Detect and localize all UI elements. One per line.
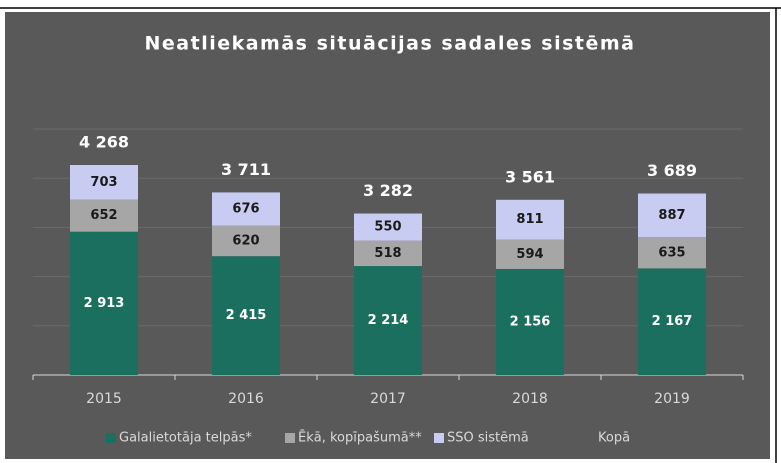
- value-label: 2 415: [226, 308, 267, 323]
- bar-segment: [638, 237, 706, 269]
- x-tick-label: 2016: [228, 391, 264, 407]
- legend-swatch: [434, 433, 444, 443]
- x-tick-label: 2017: [370, 391, 406, 407]
- x-tick-label: 2019: [654, 391, 690, 407]
- x-tick-label: 2015: [86, 391, 122, 407]
- value-label: 2 156: [510, 314, 551, 329]
- total-label: 4 268: [79, 133, 129, 152]
- value-label: 635: [658, 245, 685, 260]
- legend-label: Ēkā, kopīpašumā**: [298, 431, 422, 446]
- value-label: 887: [658, 208, 685, 223]
- value-label: 2 167: [652, 314, 693, 329]
- bar-segment: [212, 225, 280, 257]
- bar-segment: [354, 266, 422, 375]
- legend-swatch: [285, 433, 295, 443]
- value-label: 620: [232, 233, 259, 248]
- total-label: 3 711: [221, 160, 271, 179]
- value-label: 2 214: [368, 313, 409, 328]
- value-label: 518: [374, 246, 401, 261]
- bar-segment: [638, 193, 706, 238]
- bar-segment: [70, 231, 138, 375]
- total-label: 3 689: [647, 161, 697, 180]
- value-label: 652: [90, 208, 117, 223]
- value-label: 550: [374, 220, 401, 235]
- bar-segment: [212, 192, 280, 226]
- bar-segment: [354, 213, 422, 241]
- legend-label: SSO sistēmā: [447, 431, 529, 446]
- bar-segment: [496, 239, 564, 269]
- bar-segment: [496, 199, 564, 240]
- bar-segment: [70, 199, 138, 232]
- bar-segment: [70, 165, 138, 200]
- value-label: 703: [90, 175, 117, 190]
- bar-segment: [212, 256, 280, 375]
- total-label: 3 282: [363, 181, 413, 200]
- bar-segment: [638, 268, 706, 375]
- bar-segment: [354, 240, 422, 267]
- legend-label: Kopā: [598, 431, 630, 446]
- legend-swatch: [106, 433, 116, 443]
- chart-title: Neatliekamās situācijas sadales sistēmā: [145, 33, 636, 55]
- value-label: 2 913: [84, 296, 125, 311]
- value-label: 676: [232, 202, 259, 217]
- total-label: 3 561: [505, 167, 555, 186]
- value-label: 594: [516, 247, 543, 262]
- legend-label: Galalietotāja telpās*: [119, 431, 252, 446]
- bar-segment: [496, 268, 564, 375]
- value-label: 811: [516, 212, 543, 227]
- x-tick-label: 2018: [512, 391, 548, 407]
